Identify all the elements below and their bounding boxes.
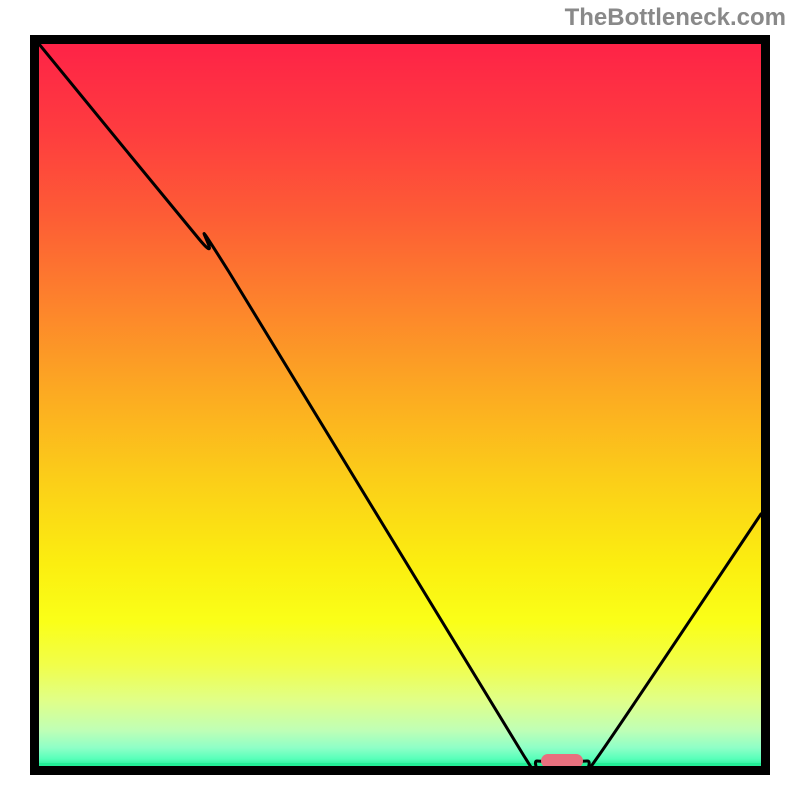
heat-gradient <box>39 44 761 766</box>
bottleneck-chart <box>0 0 800 800</box>
chart-stage: TheBottleneck.com <box>0 0 800 800</box>
baseline-strip <box>39 763 761 766</box>
optimum-marker <box>541 754 583 768</box>
